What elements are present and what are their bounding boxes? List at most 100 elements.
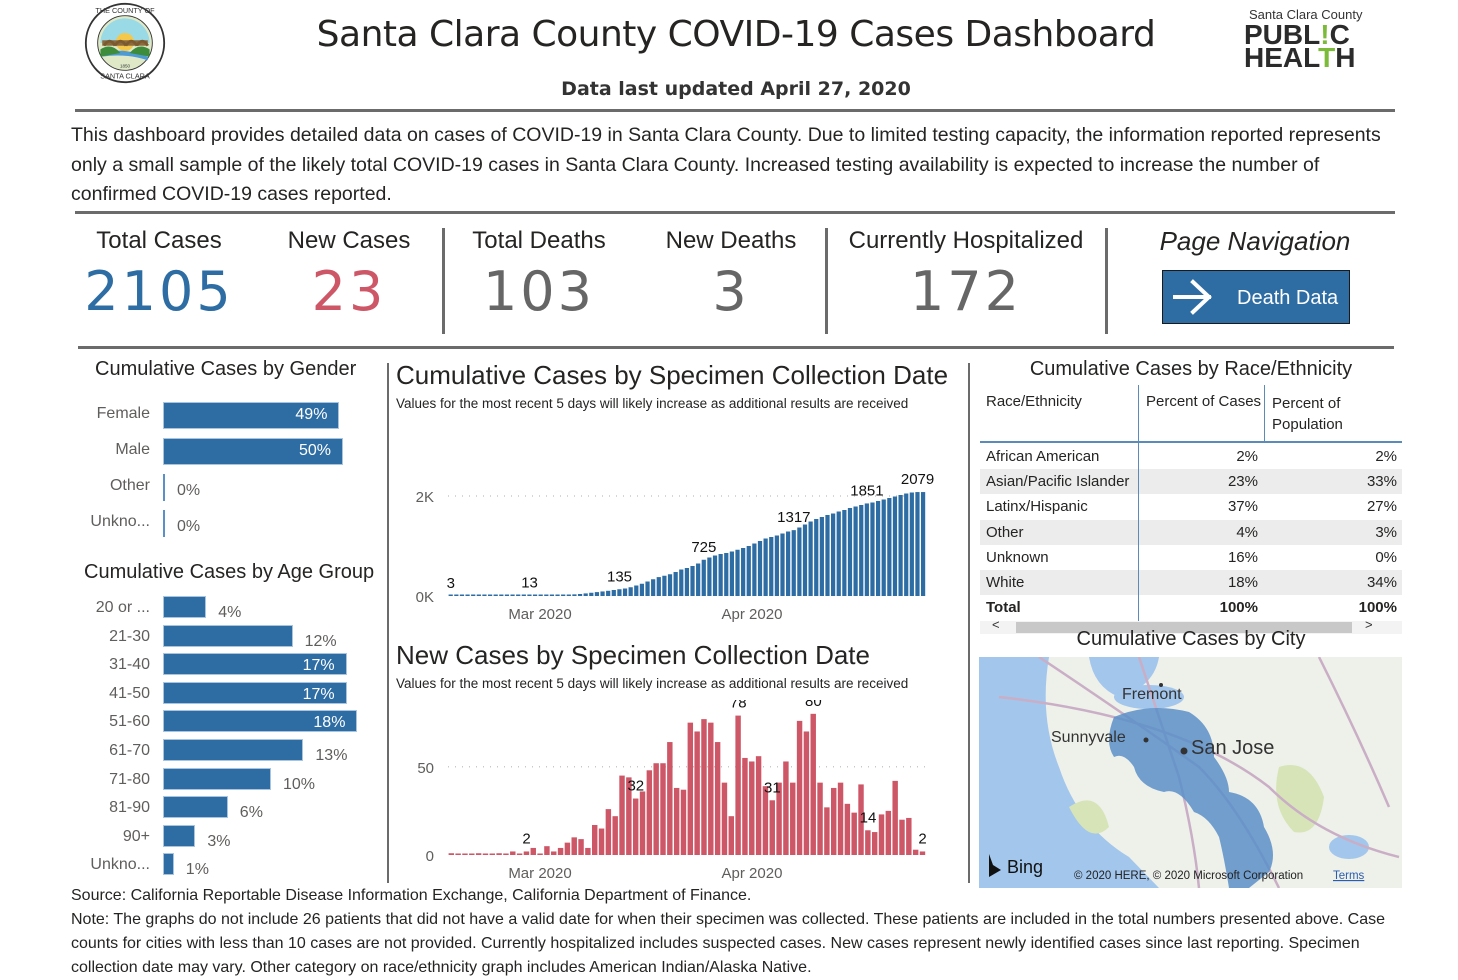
bar[interactable] <box>714 742 721 855</box>
bar[interactable] <box>163 596 207 618</box>
bar[interactable] <box>755 756 762 855</box>
bar[interactable] <box>549 594 555 597</box>
bar[interactable] <box>598 828 605 855</box>
bar[interactable] <box>871 832 878 855</box>
bar[interactable] <box>634 585 639 597</box>
bar[interactable] <box>680 789 687 855</box>
bar[interactable] <box>564 842 571 855</box>
bar[interactable] <box>163 739 304 761</box>
scroll-right-arrow[interactable]: > <box>1365 617 1373 632</box>
bar[interactable] <box>673 572 678 596</box>
bar[interactable] <box>892 496 898 597</box>
bar[interactable] <box>496 853 502 855</box>
bar[interactable] <box>448 594 453 597</box>
bar[interactable] <box>887 498 892 596</box>
bar[interactable] <box>612 816 618 855</box>
bar[interactable] <box>163 510 165 537</box>
bar[interactable] <box>561 594 566 597</box>
bar[interactable] <box>592 825 598 855</box>
bar[interactable] <box>919 851 926 855</box>
map-canvas[interactable]: Fremont Sunnyvale San Jose Bing © 2020 H… <box>979 657 1402 888</box>
bar[interactable] <box>847 508 853 596</box>
bar[interactable] <box>469 853 475 856</box>
bar[interactable] <box>572 594 577 596</box>
bar[interactable] <box>578 839 584 855</box>
bar[interactable] <box>482 853 489 856</box>
bar[interactable] <box>617 589 622 596</box>
bar[interactable] <box>651 579 656 596</box>
bar[interactable] <box>645 581 650 597</box>
bar[interactable] <box>718 554 723 596</box>
bar[interactable] <box>899 819 905 855</box>
bar[interactable] <box>660 763 666 855</box>
column-header-percent-population[interactable]: Percent of Population <box>1272 395 1343 433</box>
bar[interactable] <box>870 502 875 597</box>
bar[interactable] <box>729 551 734 597</box>
city-cases-map[interactable]: Fremont Sunnyvale San Jose Bing © 2020 H… <box>979 657 1402 888</box>
bar[interactable] <box>864 503 869 596</box>
bar[interactable] <box>163 853 174 876</box>
bar[interactable] <box>605 809 612 855</box>
scrollbar-thumb[interactable] <box>1016 622 1352 633</box>
bar[interactable] <box>904 493 909 597</box>
bar[interactable] <box>690 566 695 596</box>
bar[interactable] <box>537 853 543 856</box>
bar[interactable] <box>504 594 510 597</box>
bar[interactable] <box>455 853 461 856</box>
bar[interactable] <box>163 824 196 847</box>
bar[interactable] <box>163 402 340 429</box>
bar[interactable] <box>915 492 920 596</box>
bar[interactable] <box>516 594 521 597</box>
bar[interactable] <box>763 538 768 597</box>
bar[interactable] <box>577 594 583 596</box>
bar[interactable] <box>769 537 774 596</box>
column-header-race[interactable]: Race/Ethnicity <box>986 393 1082 410</box>
bar[interactable] <box>551 851 557 855</box>
bar[interactable] <box>762 786 769 855</box>
bar[interactable] <box>538 594 543 597</box>
bar[interactable] <box>503 853 509 856</box>
bar[interactable] <box>684 568 690 596</box>
bar[interactable] <box>844 803 851 855</box>
bar[interactable] <box>836 511 841 597</box>
bar[interactable] <box>808 521 813 597</box>
bar[interactable] <box>589 592 594 596</box>
table-row[interactable]: African American 2% 2% <box>980 444 1402 469</box>
bar[interactable] <box>632 798 639 855</box>
bar[interactable] <box>667 742 673 855</box>
bar[interactable] <box>825 515 830 596</box>
bar[interactable] <box>667 574 673 596</box>
bar[interactable] <box>594 592 600 596</box>
bar[interactable] <box>694 731 700 855</box>
bar[interactable] <box>909 492 914 597</box>
bar[interactable] <box>746 546 751 596</box>
bar[interactable] <box>448 853 455 855</box>
bar[interactable] <box>817 782 823 855</box>
bar[interactable] <box>701 719 707 855</box>
bar[interactable] <box>728 816 734 855</box>
bar[interactable] <box>803 731 810 855</box>
bar[interactable] <box>606 590 611 596</box>
bar[interactable] <box>628 587 633 596</box>
bar[interactable] <box>708 722 714 855</box>
bar[interactable] <box>454 594 459 597</box>
bar[interactable] <box>585 847 591 855</box>
bar[interactable] <box>920 492 926 596</box>
bar[interactable] <box>163 474 165 501</box>
bar[interactable] <box>783 761 789 855</box>
bar[interactable] <box>475 853 482 855</box>
bar[interactable] <box>707 557 712 597</box>
bar[interactable] <box>824 807 830 855</box>
bar[interactable] <box>831 787 837 855</box>
bar[interactable] <box>712 555 718 597</box>
bar[interactable] <box>626 777 632 855</box>
bar[interactable] <box>530 847 536 855</box>
bar[interactable] <box>724 553 729 596</box>
bar[interactable] <box>898 495 903 596</box>
table-row[interactable]: Unknown 16% 0% <box>980 545 1402 570</box>
bar[interactable] <box>865 830 871 855</box>
bar[interactable] <box>687 722 694 855</box>
bar[interactable] <box>819 517 824 596</box>
bar[interactable] <box>583 593 588 596</box>
bar[interactable] <box>741 548 746 596</box>
